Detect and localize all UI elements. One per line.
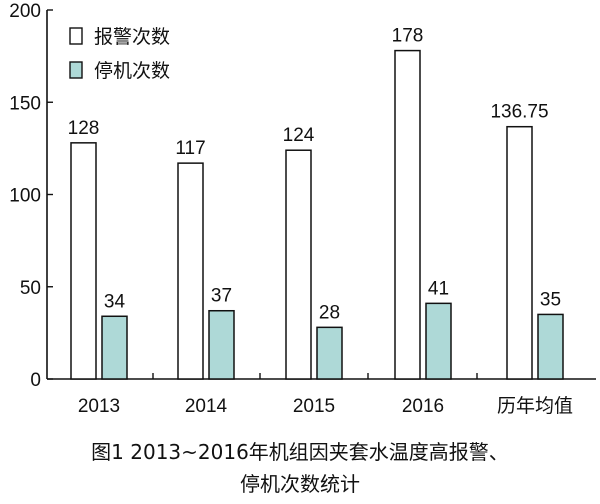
y-tick-label: 50: [20, 278, 41, 299]
bar-shutdown-0: [101, 315, 128, 380]
legend-label-alarm: 报警次数: [94, 26, 170, 48]
data-label-shutdown-3: 41: [428, 278, 449, 299]
y-tick-label: 150: [9, 93, 41, 114]
bar-alarm-4: [506, 125, 533, 380]
x-tick-label: 2014: [185, 396, 228, 417]
data-labels: 128 34 117 37 124 28 178 41 136.75 35: [68, 26, 561, 324]
data-label-alarm-0: 128: [68, 118, 100, 139]
y-ticks: 0 50 100 150 200: [9, 1, 53, 391]
x-tick-label: 2016: [402, 396, 444, 417]
data-label-alarm-2: 124: [283, 125, 315, 146]
x-tick-label: 2013: [78, 396, 120, 417]
data-label-shutdown-0: 34: [104, 291, 126, 312]
data-label-alarm-1: 117: [175, 138, 205, 159]
y-tick-label: 200: [9, 1, 41, 22]
bar-alarm-1: [177, 162, 204, 380]
x-tick-labels: 2013 2014 2015 2016 历年均值: [78, 373, 573, 417]
data-label-shutdown-1: 37: [211, 286, 232, 307]
bar-alarm-3: [394, 49, 421, 380]
legend-swatch-alarm: [69, 27, 83, 45]
x-tick-label: 历年均值: [497, 395, 573, 417]
x-tick-label: 2015: [293, 396, 335, 417]
legend-swatch-shutdown: [69, 61, 83, 79]
y-tick-label: 0: [30, 370, 41, 391]
data-label-alarm-3: 178: [392, 26, 424, 47]
bar-shutdown-4: [537, 313, 564, 380]
data-label-alarm-4: 136.75: [490, 102, 548, 123]
y-tick-label: 100: [9, 186, 41, 207]
bar-shutdown-3: [425, 302, 452, 380]
legend-label-shutdown: 停机次数: [94, 60, 170, 82]
bar-shutdown-1: [208, 309, 235, 380]
bars: [70, 49, 564, 380]
legend: 报警次数 停机次数: [69, 26, 170, 82]
figure-caption-line-1: 图1 2013~2016年机组因夹套水温度高报警、: [91, 440, 509, 464]
data-label-shutdown-2: 28: [319, 302, 340, 323]
bar-alarm-2: [285, 149, 312, 380]
data-label-shutdown-4: 35: [540, 289, 561, 310]
bar-shutdown-2: [316, 326, 343, 380]
figure-caption-line-2: 停机次数统计: [240, 472, 360, 496]
bar-alarm-0: [70, 142, 97, 380]
